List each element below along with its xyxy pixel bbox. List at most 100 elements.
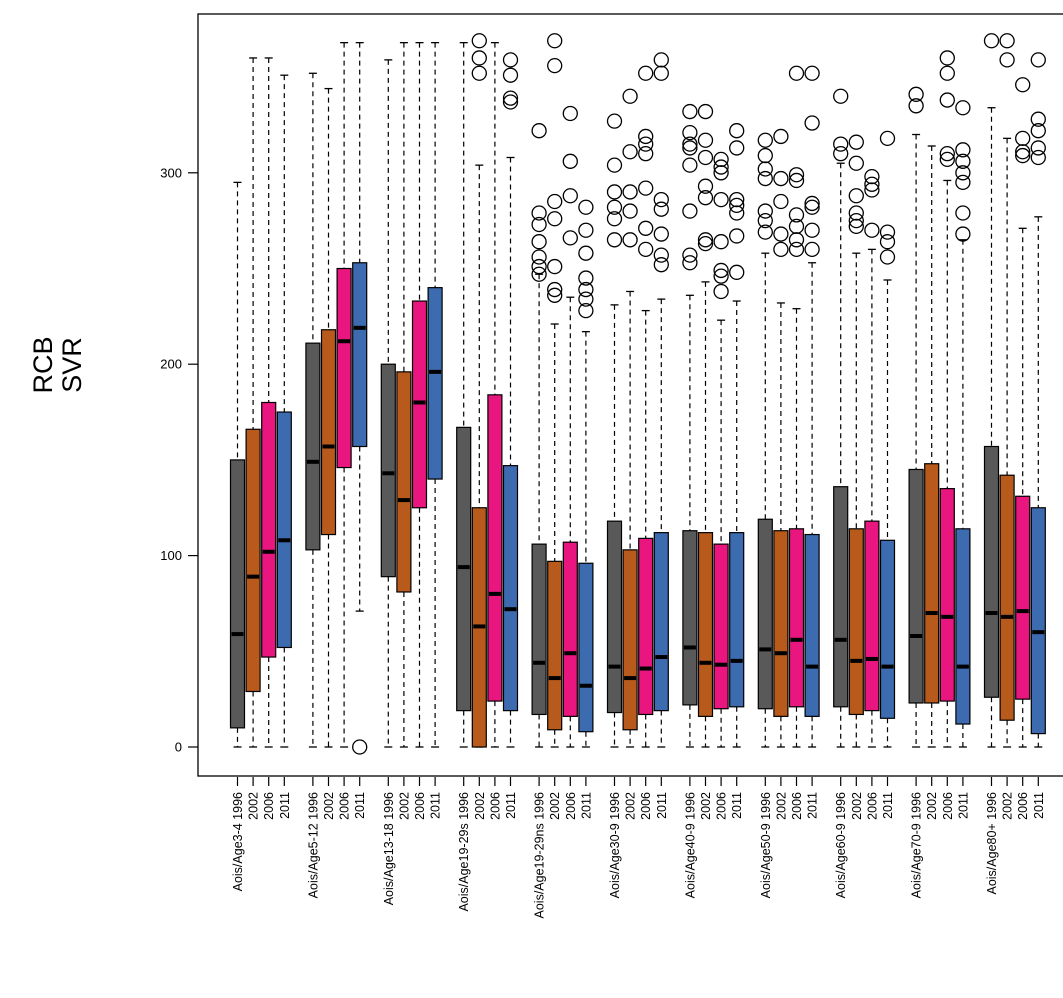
- outlier-point: [833, 146, 849, 162]
- outlier-point: [939, 50, 955, 66]
- outlier-point: [848, 188, 864, 204]
- outlier-point: [788, 232, 805, 248]
- x-tick-label: 2002: [247, 792, 261, 820]
- outlier-point: [729, 197, 745, 213]
- outlier-point: [729, 228, 745, 244]
- x-tick-label: 2011: [1032, 792, 1046, 819]
- outlier-point: [955, 205, 971, 221]
- outlier-point: [531, 234, 547, 250]
- outlier-point: [638, 241, 654, 258]
- box-2006: [788, 65, 805, 748]
- outlier-point: [804, 115, 820, 131]
- outlier-point: [757, 224, 773, 240]
- outlier-point: [697, 235, 714, 252]
- box-iqr: [229, 459, 246, 729]
- box-1996: [833, 88, 849, 748]
- outlier-point: [697, 149, 714, 166]
- plot-frame: [197, 13, 1063, 777]
- outlier-point: [502, 94, 519, 110]
- x-tick-label: 2002: [624, 792, 638, 820]
- outlier-point: [531, 258, 547, 275]
- outlier-point: [729, 205, 745, 221]
- box-iqr: [547, 560, 563, 731]
- box-group: [908, 50, 971, 748]
- box-iqr: [427, 287, 443, 480]
- outlier-point: [713, 151, 729, 168]
- box-group: [380, 41, 443, 748]
- outlier-point: [653, 247, 669, 263]
- x-tick-label: 2002: [548, 792, 562, 820]
- outlier-point: [773, 241, 789, 258]
- outlier-point: [1015, 77, 1031, 93]
- outlier-point: [682, 247, 698, 263]
- outlier-point: [955, 174, 971, 191]
- outlier-point: [773, 193, 789, 210]
- outlier-point: [562, 230, 578, 246]
- outlier-point: [1030, 52, 1046, 68]
- outlier-point: [713, 268, 729, 284]
- box-iqr: [305, 342, 321, 551]
- outlier-point: [864, 176, 880, 192]
- outlier-point: [955, 153, 971, 169]
- box-2011: [578, 199, 594, 748]
- box-1996: [606, 113, 623, 748]
- x-tick-label: 2011: [806, 792, 820, 819]
- outlier-point: [622, 184, 638, 200]
- outlier-point: [547, 33, 563, 49]
- outlier-point: [697, 132, 714, 148]
- box-2006: [638, 65, 654, 748]
- outlier-point: [682, 255, 698, 271]
- outlier-point: [653, 52, 669, 68]
- box-2011: [729, 123, 745, 748]
- y-axis-label-line-1: SVR: [57, 337, 87, 393]
- box-group: [229, 57, 292, 748]
- box-iqr: [276, 411, 292, 649]
- x-tick-label: 2011: [504, 792, 518, 819]
- box-iqr: [833, 486, 849, 708]
- outlier-point: [606, 184, 623, 200]
- box-iqr: [773, 530, 789, 717]
- outlier-point: [833, 88, 849, 104]
- box-iqr: [713, 543, 729, 710]
- outlier-point: [502, 90, 519, 106]
- box-2006: [864, 168, 880, 748]
- x-tick-label: 2002: [774, 792, 788, 820]
- y-tick-label: 100: [160, 548, 182, 563]
- x-tick-label: 2006: [262, 792, 276, 820]
- outlier-point: [653, 257, 669, 273]
- outlier-point: [653, 226, 669, 242]
- x-tick-label: 2006: [639, 792, 653, 820]
- box-group: [531, 33, 594, 748]
- outlier-point: [804, 195, 820, 212]
- x-tick-label: 2011: [353, 792, 367, 819]
- outlier-point: [471, 50, 487, 66]
- box-2006: [1015, 77, 1031, 748]
- x-tick-label: 2002: [850, 792, 864, 820]
- outlier-point: [606, 232, 623, 248]
- outlier-point: [531, 123, 547, 139]
- outlier-point: [578, 245, 594, 261]
- box-iqr: [879, 539, 896, 719]
- outlier-point: [682, 140, 698, 156]
- outlier-point: [1015, 130, 1031, 146]
- box-iqr: [606, 520, 623, 714]
- outlier-point: [606, 157, 623, 173]
- outlier-point: [578, 222, 594, 238]
- outlier-point: [788, 172, 805, 189]
- outlier-point: [1015, 144, 1031, 160]
- box-2011: [879, 130, 896, 748]
- box-2002: [848, 134, 864, 748]
- x-tick-label: 2011: [429, 792, 443, 819]
- outlier-point: [562, 188, 578, 204]
- box-iqr: [578, 562, 594, 733]
- x-tick-label: 2006: [413, 792, 427, 820]
- x-tick-label: 2002: [397, 792, 411, 820]
- box-group: [682, 103, 745, 748]
- outlier-point: [531, 266, 547, 282]
- outlier-point: [757, 170, 773, 187]
- outlier-point: [833, 136, 849, 152]
- outlier-point: [729, 264, 745, 280]
- box-2002: [924, 145, 940, 748]
- outlier-point: [653, 201, 669, 217]
- outlier-point: [606, 211, 623, 227]
